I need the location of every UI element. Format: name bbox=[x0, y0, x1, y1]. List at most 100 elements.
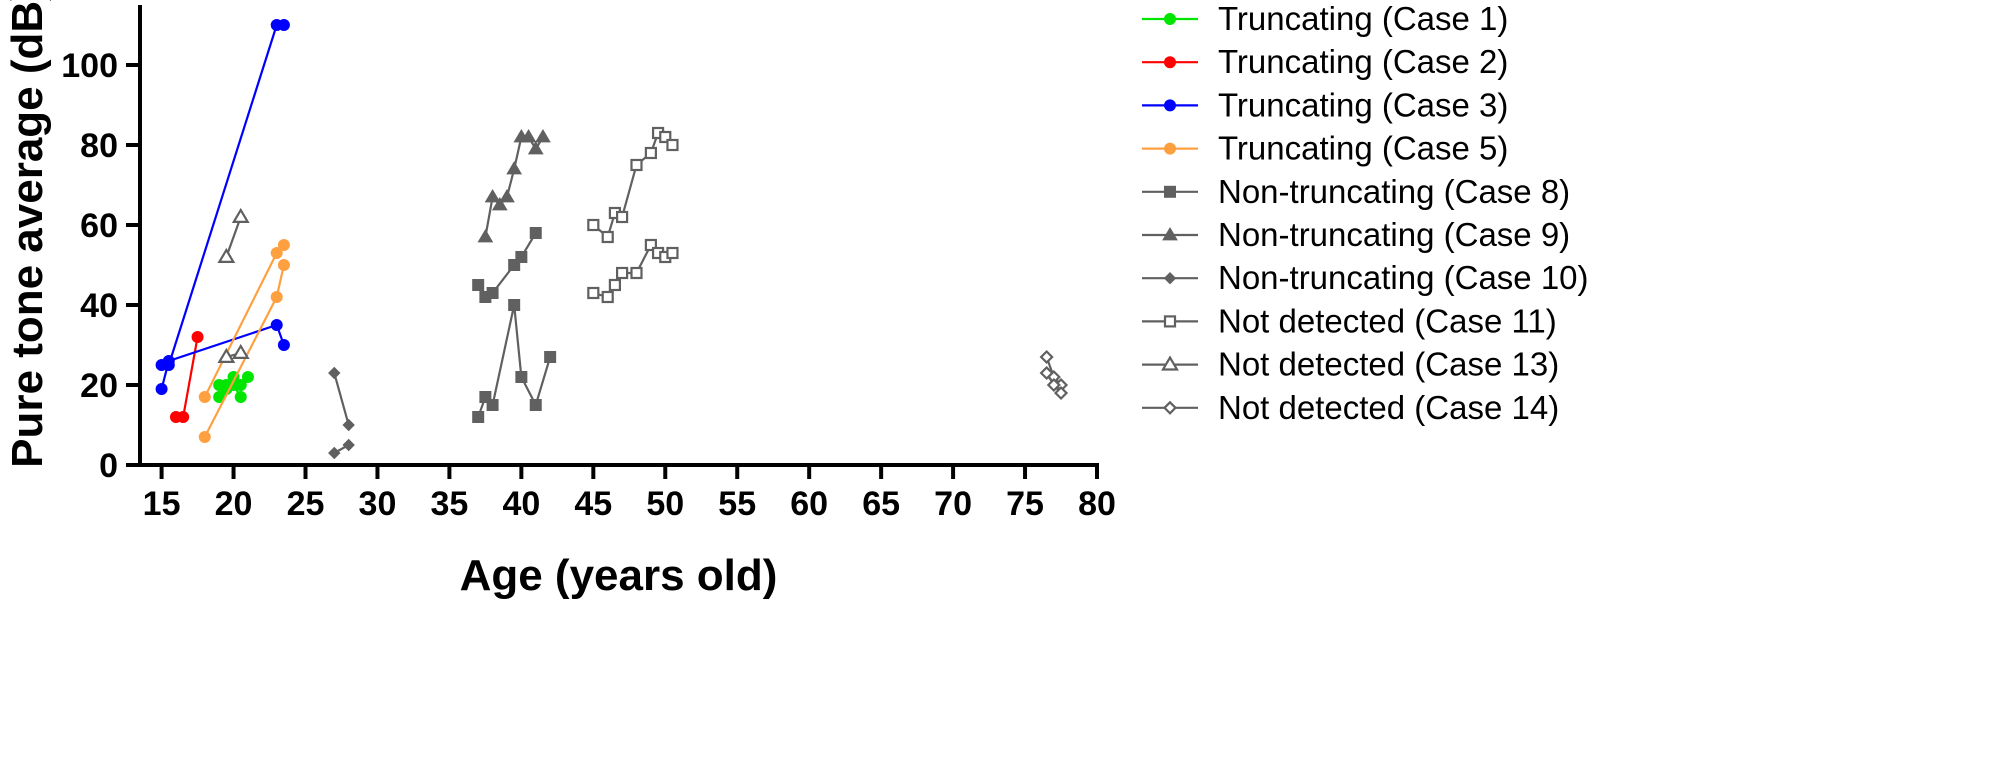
data-point bbox=[491, 197, 508, 211]
data-point bbox=[217, 247, 236, 263]
data-point bbox=[529, 227, 542, 239]
data-point bbox=[231, 343, 250, 359]
x-tick-label: 50 bbox=[646, 485, 684, 523]
data-point bbox=[587, 218, 600, 232]
data-point bbox=[479, 391, 492, 403]
legend-item: Non-truncating (Case 10) bbox=[1142, 259, 1589, 296]
data-point bbox=[630, 266, 643, 280]
data-point bbox=[529, 399, 542, 411]
data-point bbox=[1039, 365, 1054, 381]
data-point bbox=[217, 347, 236, 363]
legend-label: Truncating (Case 3) bbox=[1218, 86, 1508, 123]
x-tick-label: 55 bbox=[718, 485, 756, 523]
x-tick-label: 70 bbox=[934, 485, 972, 523]
data-point bbox=[508, 299, 521, 311]
x-tick-label: 65 bbox=[862, 485, 900, 523]
x-tick-label: 15 bbox=[143, 485, 181, 523]
data-point bbox=[472, 411, 485, 423]
legend-label: Truncating (Case 1) bbox=[1218, 0, 1508, 37]
x-tick-label: 40 bbox=[502, 485, 540, 523]
plot-area bbox=[155, 19, 1069, 460]
x-tick-label: 35 bbox=[430, 485, 468, 523]
data-point bbox=[198, 431, 211, 443]
data-point bbox=[615, 210, 629, 224]
x-ticks: 15 20 25 30 35 40 45 50 55 60 65 70 75 80 bbox=[143, 465, 1116, 523]
data-point bbox=[277, 19, 290, 31]
legend-marker bbox=[1164, 56, 1176, 69]
data-point bbox=[527, 141, 544, 155]
series-case-10 bbox=[1039, 349, 1069, 401]
data-point bbox=[198, 391, 211, 403]
data-point bbox=[601, 230, 614, 244]
data-point bbox=[644, 146, 657, 160]
y-axis-title: Pure tone average (dB) bbox=[3, 0, 52, 468]
legend-item: Not detected (Case 14) bbox=[1142, 389, 1559, 426]
legend-item: Non-truncating (Case 8) bbox=[1142, 173, 1570, 210]
y-ticks: 0 20 40 60 80 100 bbox=[61, 47, 140, 485]
data-point bbox=[342, 438, 355, 452]
y-tick-label: 60 bbox=[80, 207, 118, 245]
series-case-8 bbox=[587, 126, 679, 304]
x-tick-label: 75 bbox=[1006, 485, 1044, 523]
data-point bbox=[520, 129, 537, 143]
data-point bbox=[191, 331, 204, 343]
series-line bbox=[160, 323, 285, 390]
data-point bbox=[535, 129, 551, 143]
series-case-3 bbox=[155, 19, 290, 395]
legend-marker bbox=[1162, 400, 1178, 415]
data-point bbox=[1046, 377, 1061, 393]
legend-marker bbox=[1164, 99, 1176, 112]
data-point bbox=[472, 279, 485, 291]
data-point bbox=[544, 351, 557, 363]
series-case-7 bbox=[328, 366, 355, 460]
legend-item: Truncating (Case 3) bbox=[1142, 86, 1508, 123]
legend-label: Not detected (Case 11) bbox=[1218, 302, 1557, 339]
data-point bbox=[342, 418, 355, 432]
data-point bbox=[515, 251, 528, 263]
series-line bbox=[592, 131, 674, 239]
data-point bbox=[499, 189, 515, 203]
data-point bbox=[615, 266, 629, 280]
series-line bbox=[225, 216, 242, 258]
axes: 15 20 25 30 35 40 45 50 55 60 65 70 75 80 0 20 40 60 80 10… bbox=[61, 5, 1116, 523]
legend-marker bbox=[1163, 315, 1177, 328]
y-tick-label: 0 bbox=[99, 447, 118, 485]
data-point bbox=[477, 229, 494, 243]
data-point bbox=[231, 207, 250, 223]
data-point bbox=[1053, 385, 1069, 401]
data-point bbox=[234, 391, 247, 403]
legend-label: Truncating (Case 5) bbox=[1218, 130, 1508, 167]
data-point bbox=[608, 278, 622, 292]
x-tick-label: 20 bbox=[215, 485, 253, 523]
legend-label: Truncating (Case 2) bbox=[1218, 43, 1508, 80]
legend-marker bbox=[1163, 271, 1177, 285]
data-point bbox=[601, 290, 614, 304]
y-tick-label: 20 bbox=[80, 367, 118, 405]
data-point bbox=[177, 411, 190, 423]
x-tick-label: 45 bbox=[574, 485, 612, 523]
legend-label: Non-truncating (Case 8) bbox=[1218, 173, 1570, 210]
data-point bbox=[277, 259, 290, 271]
data-point bbox=[587, 286, 600, 300]
data-point bbox=[486, 287, 499, 299]
legend-item: Not detected (Case 13) bbox=[1142, 346, 1559, 383]
data-point bbox=[162, 359, 175, 371]
data-point bbox=[328, 366, 341, 380]
series-case-2 bbox=[169, 331, 204, 423]
x-axis-title: Age (years old) bbox=[460, 551, 778, 600]
x-tick-label: 60 bbox=[790, 485, 828, 523]
legend-item: Truncating (Case 1) bbox=[1142, 0, 1508, 37]
legend-label: Non-truncating (Case 10) bbox=[1218, 259, 1589, 296]
data-point bbox=[270, 291, 283, 303]
y-tick-label: 80 bbox=[80, 127, 118, 165]
data-point bbox=[508, 259, 521, 271]
data-point bbox=[659, 130, 672, 144]
data-point bbox=[1039, 349, 1054, 365]
y-tick-label: 40 bbox=[80, 287, 118, 325]
data-point bbox=[155, 383, 168, 395]
data-point bbox=[270, 247, 283, 259]
legend-label: Not detected (Case 13) bbox=[1218, 346, 1559, 383]
data-point bbox=[277, 239, 290, 251]
series-case-9 bbox=[217, 207, 250, 363]
